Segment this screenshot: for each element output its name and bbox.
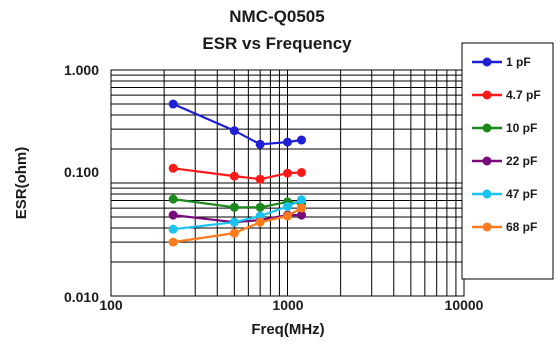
legend-swatch-marker — [482, 189, 492, 199]
legend-swatch-marker — [482, 222, 492, 232]
legend-item: 22 pF — [472, 154, 537, 168]
legend: 1 pF 4.7 pF 10 pF 22 pF 47 pF 68 pF — [461, 42, 554, 280]
data-point — [255, 139, 265, 149]
x-axis-label: Freq(MHz) — [251, 321, 324, 338]
data-point — [255, 174, 265, 184]
data-point — [283, 211, 292, 221]
legend-item: 47 pF — [472, 187, 537, 201]
legend-item: 1 pF — [472, 55, 531, 69]
data-point — [283, 168, 292, 178]
chart-subtitle: ESR vs Frequency — [202, 34, 352, 53]
x-tick-label: 10000 — [445, 297, 484, 313]
legend-label: 47 pF — [506, 187, 537, 201]
data-point — [296, 203, 306, 213]
data-point — [168, 99, 178, 109]
legend-item: 10 pF — [472, 121, 537, 135]
chart-title: NMC-Q0505 — [229, 7, 324, 26]
data-point — [296, 195, 306, 205]
data-point — [283, 201, 292, 211]
series-4-7-pf — [168, 163, 306, 184]
x-tick-label: 1000 — [272, 297, 303, 313]
data-point — [296, 210, 306, 220]
grid — [111, 70, 464, 296]
series-68-pf — [168, 203, 306, 247]
data-point — [229, 202, 239, 212]
legend-label: 10 pF — [506, 121, 537, 135]
data-point — [229, 228, 239, 238]
y-tick-label: 0.010 — [64, 289, 99, 305]
legend-swatch-marker — [482, 90, 492, 100]
legend-item: 4.7 pF — [472, 88, 541, 102]
y-tick-label: 1.000 — [64, 62, 99, 78]
legend-swatch-marker — [482, 156, 492, 166]
data-point — [229, 217, 239, 227]
data-point — [229, 171, 239, 181]
data-point — [255, 217, 265, 227]
legend-swatch-marker — [482, 123, 492, 133]
series-1-pf — [168, 99, 306, 149]
legend-label: 4.7 pF — [506, 88, 541, 102]
data-point — [296, 135, 306, 145]
y-tick-label: 0.100 — [64, 164, 99, 180]
data-point — [168, 194, 178, 204]
data-point — [168, 163, 178, 173]
data-point — [168, 237, 178, 247]
data-point — [229, 126, 239, 136]
data-point — [168, 224, 178, 234]
legend-label: 68 pF — [506, 220, 537, 234]
series-line — [172, 102, 302, 146]
y-axis-label: ESR(ohm) — [13, 147, 30, 220]
legend-swatch-marker — [482, 57, 492, 67]
legend-item: 68 pF — [472, 220, 537, 234]
data-point — [283, 137, 292, 147]
data-point — [255, 202, 265, 212]
data-point — [296, 167, 306, 177]
legend-label: 22 pF — [506, 154, 537, 168]
legend-label: 1 pF — [506, 55, 531, 69]
x-tick-label: 100 — [99, 297, 123, 313]
data-point — [168, 210, 178, 220]
series-layer — [168, 99, 306, 247]
